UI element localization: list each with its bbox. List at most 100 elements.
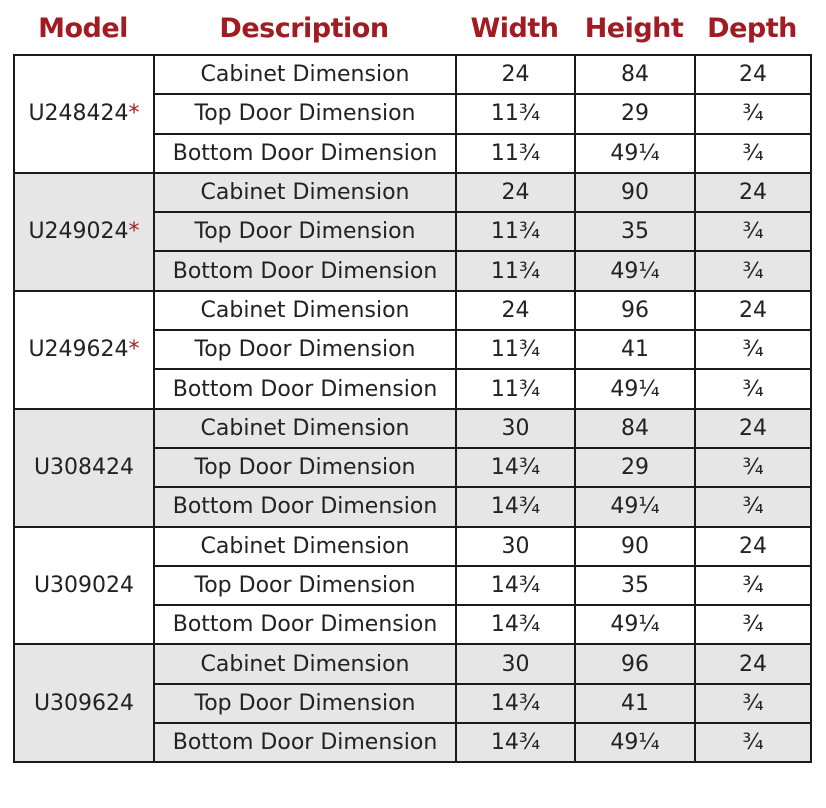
model-number: U309624 [33,690,135,716]
header-width: Width [470,12,560,44]
description-cell: Top Door Dimension [153,93,457,135]
table-row: U308424 Cabinet Dimension 30 84 24 [13,407,812,528]
table-row: U248424* Cabinet Dimension 24 84 24 [13,53,812,174]
model-cell: U309624 [13,643,155,764]
description-cell: Top Door Dimension [153,564,457,607]
depth-cell: ¾ [694,604,812,646]
table-row: Bottom Door Dimension 11¾ 49¼ ¾ [14,250,812,292]
depth-cell: ¾ [694,564,812,607]
height-cell: 49¼ [574,604,696,646]
width-cell: 24 [455,289,576,332]
depth-cell: ¾ [694,446,812,489]
height-cell: 90 [574,525,696,567]
model-cell: U308424 [13,407,155,528]
table-row: Bottom Door Dimension 11¾ 49¼ ¾ [14,132,812,174]
height-cell: 41 [574,329,696,371]
width-cell: 11¾ [455,211,576,253]
description-cell: Top Door Dimension [153,211,457,253]
table-row: Top Door Dimension 14¾ 41 ¾ [14,682,812,725]
table-row: Bottom Door Dimension 14¾ 49¼ ¾ [14,604,812,646]
table-row: U309624 Cabinet Dimension 30 96 24 [13,643,812,764]
width-cell: 11¾ [455,250,576,292]
depth-cell: 24 [694,171,812,214]
header-height: Height [584,12,684,44]
height-cell: 49¼ [574,368,696,410]
table-row: Top Door Dimension 11¾ 29 ¾ [14,93,812,135]
table-row: U309024 Cabinet Dimension 30 90 24 [13,525,812,646]
depth-cell: ¾ [694,486,812,528]
model-cell: U309024 [13,525,155,646]
description-cell: Cabinet Dimension [153,407,457,449]
width-cell: 11¾ [455,132,576,174]
width-cell: 24 [455,171,576,214]
description-cell: Cabinet Dimension [153,289,457,332]
height-cell: 84 [574,407,696,449]
dimensions-table: U248424* Cabinet Dimension 24 84 24 Top Door … [13,53,812,764]
depth-cell: ¾ [694,250,812,292]
depth-cell: ¾ [694,93,812,135]
width-cell: 30 [455,643,576,685]
model-number: U248424 [28,101,129,127]
model-number: U308424 [33,455,135,481]
header-model: Model [38,12,128,44]
depth-cell: 24 [694,643,812,685]
model-cell: U248424* [13,54,155,174]
model-number: U309024 [33,573,135,598]
description-cell: Top Door Dimension [153,682,457,725]
height-cell: 35 [574,211,696,253]
description-cell: Cabinet Dimension [153,171,457,214]
description-cell: Bottom Door Dimension [153,250,457,292]
depth-cell: ¾ [694,132,812,174]
description-cell: Cabinet Dimension [153,53,457,96]
model-cell: U249024* [13,171,155,292]
depth-cell: ¾ [694,329,812,371]
width-cell: 14¾ [455,564,576,607]
width-cell: 24 [455,53,576,96]
table-row: Top Door Dimension 14¾ 29 ¾ [14,446,812,489]
width-cell: 11¾ [455,329,576,371]
header-description: Description [219,12,389,44]
depth-cell: 24 [694,407,812,449]
description-cell: Cabinet Dimension [153,525,457,567]
model-number: U249624 [28,337,129,363]
table-row: Bottom Door Dimension 11¾ 49¼ ¾ [14,368,812,410]
height-cell: 29 [574,93,696,135]
width-cell: 11¾ [455,93,576,135]
table-row: Bottom Door Dimension 14¾ 49¼ ¾ [14,722,812,764]
height-cell: 41 [574,682,696,725]
description-cell: Top Door Dimension [153,446,457,489]
width-cell: 30 [455,407,576,449]
width-cell: 14¾ [455,486,576,528]
description-cell: Bottom Door Dimension [153,132,457,174]
width-cell: 14¾ [455,722,576,764]
height-cell: 49¼ [574,486,696,528]
depth-cell: 24 [694,53,812,96]
model-cell: U249624* [13,289,155,410]
depth-cell: ¾ [694,722,812,764]
depth-cell: ¾ [694,211,812,253]
asterisk-mark: * [128,337,140,363]
height-cell: 49¼ [574,250,696,292]
depth-cell: 24 [694,289,812,332]
depth-cell: ¾ [694,682,812,725]
height-cell: 29 [574,446,696,489]
table-row: Top Door Dimension 14¾ 35 ¾ [14,564,812,607]
height-cell: 84 [574,53,696,96]
asterisk-mark: * [128,219,140,245]
description-cell: Bottom Door Dimension [153,486,457,528]
description-cell: Bottom Door Dimension [153,722,457,764]
description-cell: Top Door Dimension [153,329,457,371]
table-row: Top Door Dimension 11¾ 35 ¾ [14,211,812,253]
table-row: U249624* Cabinet Dimension 24 96 24 [13,289,812,410]
width-cell: 14¾ [455,682,576,725]
height-cell: 96 [574,643,696,685]
table-row: Bottom Door Dimension 14¾ 49¼ ¾ [14,486,812,528]
height-cell: 96 [574,289,696,332]
table-row: U249024* Cabinet Dimension 24 90 24 [13,171,812,292]
height-cell: 49¼ [574,722,696,764]
depth-cell: ¾ [694,368,812,410]
description-cell: Bottom Door Dimension [153,368,457,410]
header-depth: Depth [707,12,797,44]
depth-cell: 24 [694,525,812,567]
width-cell: 14¾ [455,604,576,646]
